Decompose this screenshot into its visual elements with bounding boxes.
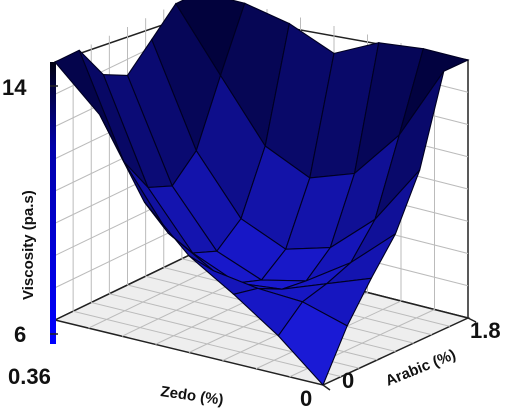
- x-axis-title: Zedo (%): [159, 383, 224, 409]
- colorbar: [50, 62, 56, 344]
- z-tick-min: 6: [14, 322, 26, 347]
- z-tick-max: 14: [2, 75, 27, 100]
- y-tick-min: 0: [342, 368, 354, 393]
- x-tick-max: 0.36: [8, 364, 51, 389]
- tick-marks: [50, 85, 477, 391]
- surface-patch: [277, 301, 348, 387]
- x-tick-min: 0: [300, 386, 312, 411]
- response-surface: [54, 0, 470, 387]
- z-axis-title: Viscosity (pa.s): [20, 190, 37, 300]
